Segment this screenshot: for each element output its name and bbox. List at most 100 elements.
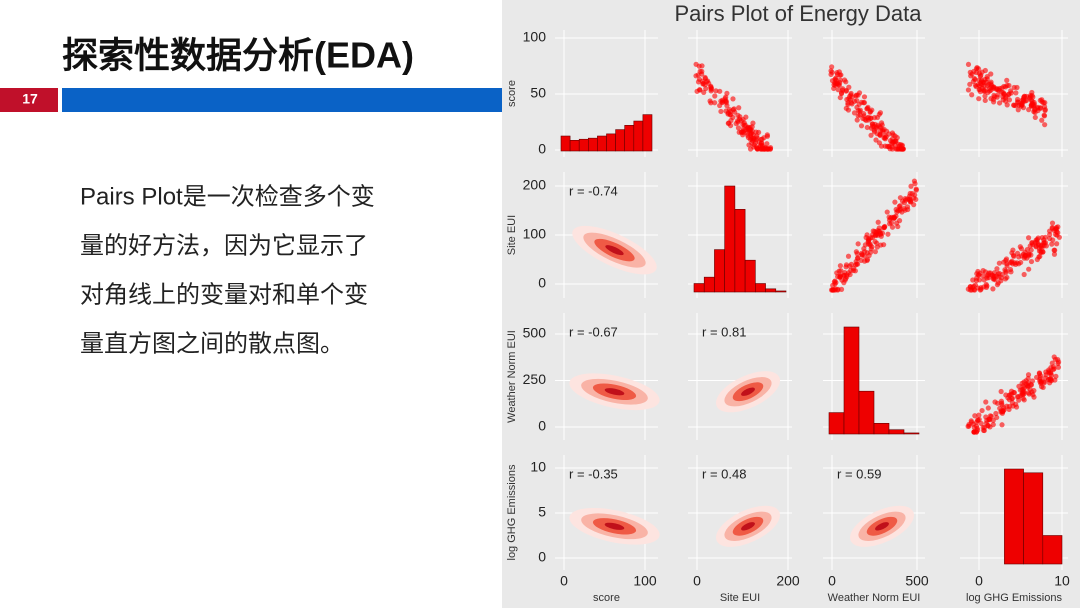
histogram-bar	[615, 129, 625, 152]
scatter-point	[828, 68, 834, 74]
scatter-point	[904, 196, 910, 202]
x-axis-label: Weather Norm EUI	[828, 592, 921, 604]
scatter-point	[1046, 380, 1053, 386]
scatter-point	[976, 277, 983, 283]
scatter-point	[856, 101, 862, 107]
scatter-point	[976, 87, 982, 93]
histogram-bar	[1042, 535, 1063, 565]
scatter-point	[968, 419, 975, 425]
page-number: 17	[22, 91, 38, 107]
histogram-bar	[642, 114, 653, 152]
scatter-point	[1029, 92, 1035, 99]
scatter-point	[968, 73, 974, 79]
scatter-point	[1052, 231, 1059, 238]
scatter-point	[829, 64, 835, 70]
x-axis-label: Site EUI	[720, 592, 760, 604]
y-axis-label: score	[506, 80, 518, 107]
histogram-bar	[578, 138, 589, 152]
scatter-point	[851, 98, 858, 104]
scatter-point	[854, 117, 860, 123]
scatter-point	[723, 98, 729, 104]
scatter-point	[854, 255, 861, 261]
scatter-point	[1002, 276, 1009, 282]
histogram-bar	[888, 429, 905, 435]
scatter-point	[1014, 84, 1020, 91]
scatter-point	[1054, 226, 1060, 232]
body-line: 量直方图之间的散点图。	[80, 330, 344, 357]
scatter-point	[892, 142, 898, 148]
scatter-point	[838, 90, 845, 96]
scatter-point	[712, 100, 718, 106]
scatter-point	[911, 178, 918, 184]
scatter-point	[874, 244, 880, 250]
scatter-point	[1021, 255, 1027, 261]
scatter-point	[888, 220, 895, 226]
x-axis-label: score	[593, 592, 620, 604]
scatter-point	[892, 199, 898, 205]
scatter-point	[1013, 90, 1019, 96]
histogram-bar	[624, 125, 635, 152]
scatter-point	[980, 273, 986, 279]
scatter-point	[1021, 271, 1027, 278]
histogram-bar	[744, 259, 756, 293]
scatter-point	[994, 414, 1000, 421]
title-bar	[62, 88, 502, 112]
density-contour	[741, 387, 755, 396]
correlation-label: r = 0.48	[702, 466, 746, 481]
scatter-point	[978, 285, 984, 291]
scatter-point	[872, 249, 878, 255]
scatter-point	[872, 228, 878, 235]
scatter-point	[1041, 240, 1047, 246]
scatter-point	[979, 407, 985, 414]
scatter-point	[713, 88, 719, 94]
scatter-point	[867, 241, 873, 247]
scatter-point	[858, 123, 865, 129]
scatter-point	[1040, 384, 1046, 391]
scatter-point	[833, 280, 839, 286]
scatter-point	[998, 388, 1004, 395]
scatter-point	[877, 228, 883, 234]
scatter-point	[965, 423, 971, 429]
scatter-point	[970, 78, 976, 85]
scatter-point	[1051, 247, 1057, 253]
scatter-point	[1034, 374, 1040, 380]
body-line: 量的好方法，因为它显示了	[80, 232, 368, 259]
scatter-point	[894, 146, 900, 152]
scatter-point	[1032, 114, 1038, 121]
scatter-point	[1037, 105, 1044, 111]
scatter-point	[1042, 122, 1048, 128]
scatter-point	[1041, 380, 1047, 386]
scatter-point	[847, 97, 853, 103]
y-tick-label: 100	[523, 29, 547, 45]
scatter-point	[882, 143, 888, 149]
scatter-point	[999, 422, 1005, 428]
scatter-point	[835, 82, 842, 88]
y-tick-label: 0	[538, 418, 546, 434]
scatter-point	[1018, 246, 1025, 252]
scatter-point	[1037, 373, 1044, 379]
scatter-point	[981, 277, 987, 283]
histogram-bar	[903, 432, 920, 435]
scatter-point	[866, 252, 872, 259]
scatter-point	[1028, 258, 1035, 265]
scatter-point	[1022, 249, 1028, 255]
histogram-bar	[606, 133, 616, 152]
histogram-bar	[714, 249, 725, 293]
y-tick-label: 5	[538, 504, 546, 520]
scatter-point	[764, 141, 770, 147]
scatter-point	[708, 84, 714, 90]
scatter-point	[986, 86, 992, 92]
histogram-bar	[858, 390, 875, 435]
correlation-label: r = -0.74	[569, 183, 618, 198]
body-text: Pairs Plot是一次检查多个变量的好方法，因为它显示了对角线上的变量对和单…	[80, 183, 375, 357]
scatter-point	[881, 242, 887, 248]
scatter-point	[982, 269, 989, 275]
scatter-point	[982, 67, 988, 74]
scatter-point	[1032, 239, 1038, 245]
scatter-point	[1055, 364, 1062, 370]
scatter-point	[695, 72, 701, 78]
scatter-point	[982, 93, 988, 99]
scatter-point	[1006, 397, 1013, 403]
histogram-bar	[597, 135, 607, 152]
